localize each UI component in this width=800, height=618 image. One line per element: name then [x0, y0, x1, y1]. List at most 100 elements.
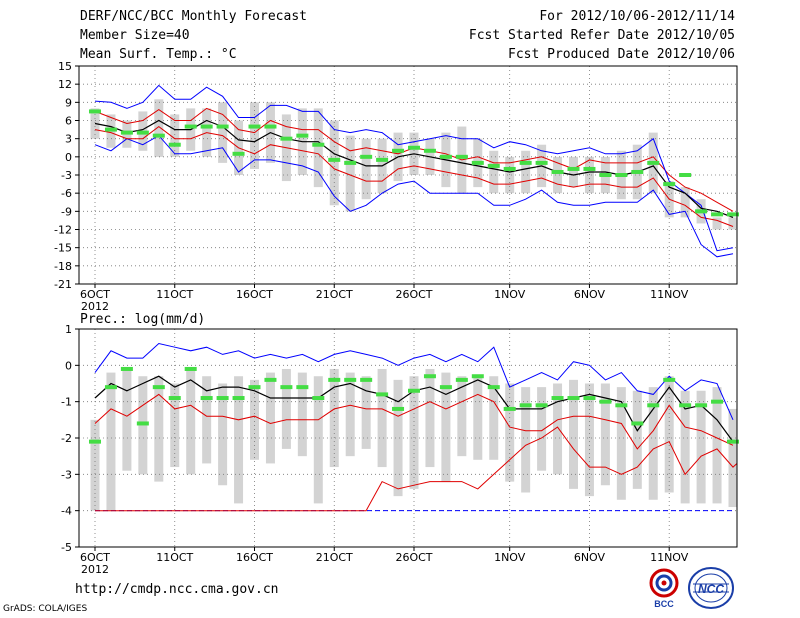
x-tick-label: 6NOV — [574, 551, 606, 564]
panel-temperature: 15 12 9 6 3 0 -3 -6 -9 -12 -15 -18 -21 6OCT 11OCT 16OCT… — [54, 60, 739, 313]
spread-box — [281, 368, 291, 449]
spread-box — [521, 150, 531, 194]
ensemble-marker — [439, 385, 452, 390]
y-tick-label: 1 — [65, 323, 72, 336]
y-tick-label: -4 — [61, 505, 72, 518]
spread-box — [600, 383, 610, 486]
panel-precipitation: 1 0 -1 -2 -3 -4 -5 6OCT 11OCT 16OCT 21OCT 26OCT 1NOV… — [61, 323, 739, 576]
spread-box — [250, 379, 259, 460]
ensemble-marker — [168, 396, 181, 401]
spread-box — [313, 108, 323, 188]
spread-box — [265, 372, 275, 464]
ensemble-marker — [567, 396, 580, 401]
spread-box — [712, 217, 722, 230]
y-tick-label: 12 — [58, 78, 72, 91]
series-lower — [94, 125, 734, 227]
y-tick-label: 0 — [65, 151, 72, 164]
spread-box — [569, 379, 578, 489]
ensemble-marker — [647, 403, 660, 408]
x-tick-label: 11NOV — [650, 551, 689, 564]
x-tick-label: 6NOV — [574, 288, 606, 301]
ensemble-marker — [136, 421, 149, 426]
x-tick-label: 6OCT — [80, 288, 110, 301]
ensemble-marker — [344, 377, 357, 382]
ensemble-marker — [89, 109, 101, 114]
ensemble-marker — [376, 157, 389, 162]
spread-box — [313, 376, 323, 504]
variable-name: Mean Surf. Temp.: °C — [80, 47, 237, 62]
ensemble-marker — [216, 396, 229, 401]
ensemble-marker — [631, 169, 644, 174]
ensemble-marker — [184, 124, 197, 129]
ensemble-marker — [408, 388, 420, 393]
spread-box — [728, 217, 737, 230]
ensemble-marker — [264, 124, 277, 129]
ensemble-marker — [216, 124, 229, 129]
y-tick-label: -1 — [61, 396, 72, 409]
ncc-logo-text: NCC — [698, 582, 724, 596]
ensemble-marker — [503, 166, 516, 171]
spread-box — [664, 376, 674, 493]
ensemble-marker — [360, 377, 373, 382]
ensemble-marker — [663, 182, 676, 187]
ensemble-marker — [695, 209, 708, 214]
ensemble-marker — [695, 403, 708, 408]
forecast-period: For 2012/10/06-2012/11/14 — [539, 9, 735, 24]
grads-credit: GrADS: COLA/IGES — [3, 604, 88, 614]
spread-box — [345, 135, 355, 212]
panel-title: Prec.: log(mm/d) — [80, 312, 205, 327]
spread-box — [505, 383, 515, 482]
ensemble-marker — [583, 396, 596, 401]
spread-box — [712, 387, 722, 504]
spread-box — [584, 383, 594, 497]
x-tick-label: 26OCT — [395, 551, 432, 564]
spread-box — [218, 383, 228, 486]
x-tick-label: 1NOV — [494, 551, 526, 564]
ensemble-marker — [328, 157, 341, 162]
ensemble-marker — [312, 396, 325, 401]
spread-box — [154, 376, 164, 482]
spread-box — [393, 379, 403, 497]
ensemble-marker — [280, 136, 293, 141]
spread-box — [329, 368, 339, 468]
y-tick-label: -3 — [61, 468, 72, 481]
source-url[interactable]: http://cmdp.ncc.cma.gov.cn — [75, 582, 279, 597]
ensemble-marker — [200, 396, 213, 401]
spread-box — [553, 156, 563, 194]
x-tick-label: 11OCT — [156, 551, 193, 564]
ensemble-marker — [663, 377, 676, 382]
ensemble-marker — [200, 124, 213, 129]
ensemble-marker — [631, 421, 644, 426]
series-max — [94, 84, 734, 252]
ensemble-marker — [360, 154, 373, 159]
series-min — [94, 134, 734, 258]
spread-box — [489, 150, 499, 194]
member-size: Member Size=40 — [80, 28, 190, 43]
ensemble-marker — [296, 385, 309, 390]
ensemble-marker — [120, 366, 133, 371]
ensemble-marker — [711, 212, 724, 217]
ensemble-marker — [455, 154, 468, 159]
spread-box — [489, 376, 499, 460]
spread-box — [170, 114, 180, 157]
ncc-logo: NCC — [688, 567, 734, 609]
ensemble-marker — [567, 166, 580, 171]
chart-title: DERF/NCC/BCC Monthly Forecast — [80, 9, 307, 24]
year-label: 2012 — [81, 563, 109, 576]
ensemble-marker — [312, 142, 325, 147]
bcc-logo-text: BCC — [654, 599, 674, 609]
bcc-logo: BCC — [649, 568, 679, 609]
ensemble-marker — [120, 130, 133, 135]
y-tick-label: 6 — [65, 115, 72, 128]
x-tick-label: 1NOV — [494, 288, 526, 301]
ensemble-marker — [535, 160, 548, 165]
ensemble-marker — [615, 173, 628, 177]
x-tick-label: 11OCT — [156, 288, 193, 301]
ensemble-marker — [152, 385, 165, 390]
ensemble-marker — [344, 160, 357, 165]
spread-box — [186, 368, 196, 475]
spread-box — [728, 408, 737, 508]
ensemble-marker — [280, 385, 293, 390]
spread-box — [218, 102, 228, 163]
forecast-started: Fcst Started Refer Date 2012/10/05 — [468, 28, 735, 43]
